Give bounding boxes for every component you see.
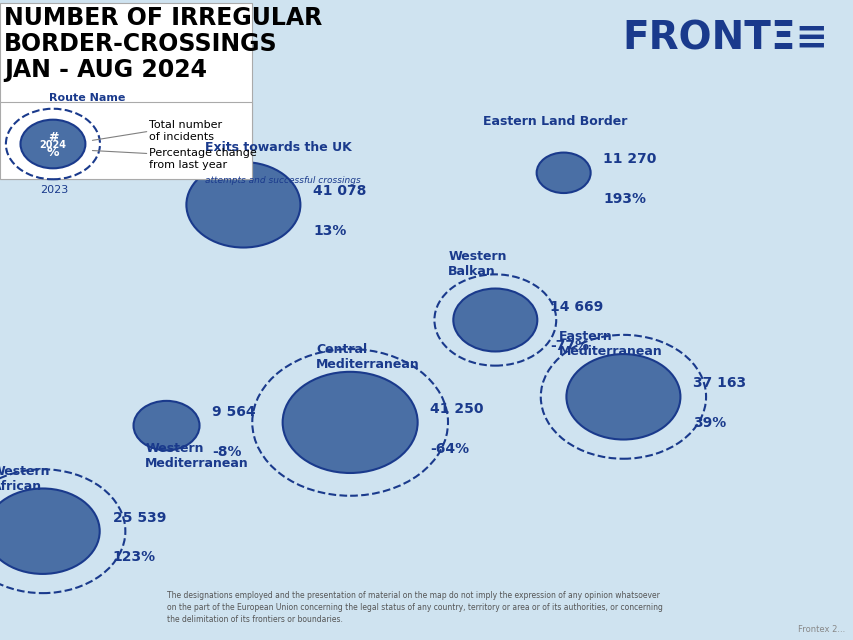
Text: -64%: -64%	[430, 442, 469, 456]
Circle shape	[133, 401, 200, 451]
Text: 2023: 2023	[40, 185, 68, 195]
Text: 9 564: 9 564	[212, 405, 256, 419]
Text: %: %	[47, 147, 59, 159]
Text: Central
Mediterranean: Central Mediterranean	[316, 343, 419, 371]
Text: -77%: -77%	[549, 339, 589, 353]
Text: 123%: 123%	[113, 550, 155, 564]
Text: Western
African: Western African	[0, 465, 50, 493]
Text: Route Name: Route Name	[49, 93, 125, 103]
Text: attempts and successful crossings: attempts and successful crossings	[205, 176, 360, 185]
Text: NUMBER OF IRREGULAR
BORDER-CROSSINGS
JAN - AUG 2024: NUMBER OF IRREGULAR BORDER-CROSSINGS JAN…	[4, 6, 322, 82]
Circle shape	[186, 162, 300, 248]
Text: 193%: 193%	[603, 192, 646, 206]
Text: 39%: 39%	[693, 416, 726, 430]
Text: 37 163: 37 163	[693, 376, 746, 390]
Text: The designations employed and the presentation of material on the map do not imp: The designations employed and the presen…	[166, 591, 662, 624]
Text: -8%: -8%	[212, 445, 241, 459]
Text: FRONTΞ≡: FRONTΞ≡	[622, 19, 827, 57]
FancyBboxPatch shape	[0, 3, 252, 179]
Text: 14 669: 14 669	[549, 300, 603, 314]
Text: 25 539: 25 539	[113, 511, 165, 525]
Text: Eastern Land Border: Eastern Land Border	[482, 115, 626, 128]
Text: 41 078: 41 078	[313, 184, 366, 198]
Text: Exits towards the UK: Exits towards the UK	[205, 141, 351, 154]
Circle shape	[566, 354, 680, 440]
FancyBboxPatch shape	[0, 102, 252, 179]
Text: 41 250: 41 250	[430, 402, 484, 416]
Text: Western
Mediterranean: Western Mediterranean	[145, 442, 248, 470]
Text: 11 270: 11 270	[603, 152, 656, 166]
Text: #: #	[48, 131, 58, 144]
Circle shape	[282, 372, 417, 473]
Text: Western
Balkan: Western Balkan	[448, 250, 507, 278]
Circle shape	[0, 488, 100, 574]
Circle shape	[453, 289, 537, 351]
Circle shape	[536, 152, 590, 193]
Text: Percentage change
from last year: Percentage change from last year	[149, 148, 257, 170]
Text: Eastern
Mediterranean: Eastern Mediterranean	[559, 330, 662, 358]
Circle shape	[20, 120, 85, 168]
Text: Total number
of incidents: Total number of incidents	[149, 120, 223, 142]
Text: Frontex 2...: Frontex 2...	[798, 625, 844, 634]
Text: 2024: 2024	[39, 140, 67, 150]
Text: 13%: 13%	[313, 224, 346, 238]
